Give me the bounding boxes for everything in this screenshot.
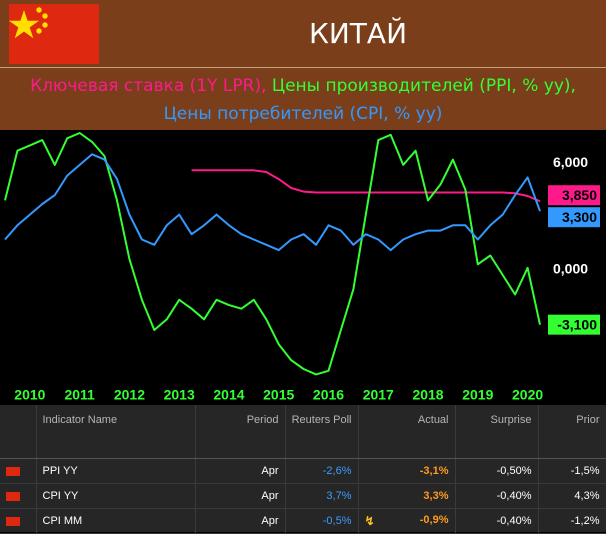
cell-text: -0,5% [322, 515, 352, 527]
table-cell: ↯ -0,9% [358, 508, 456, 534]
x-tick-label: 2012 [114, 387, 145, 403]
table-cell: -1,5% [538, 458, 606, 484]
flag-icon [6, 466, 20, 476]
cell-text: -0,50% [496, 465, 532, 477]
table-row: CPI MM Apr -0,5% ↯ -0,9% -0,40% -1,2% [0, 508, 606, 534]
x-tick-label: 2014 [213, 387, 244, 403]
series-line [4, 132, 541, 376]
legend: Ключевая ставка (1Y LPR), Цены производи… [0, 68, 606, 130]
header-cell: Indicator Name [36, 405, 196, 459]
flag [9, 4, 99, 64]
table-cell: 3,3% [358, 483, 456, 509]
cell-text: 3,3% [423, 490, 449, 502]
y-tick-label: 6,000 [553, 154, 588, 170]
table-cell: Apr [195, 483, 286, 509]
table-cell: Apr [195, 458, 286, 484]
x-tick-label: 2016 [313, 387, 344, 403]
legend-entry: Ключевая ставка (1Y LPR), [30, 76, 267, 96]
table-cell: PPI YY [36, 458, 196, 484]
header-cell: Surprise [455, 405, 539, 459]
header-cell: Actual [358, 405, 456, 459]
x-tick-label: 2013 [164, 387, 195, 403]
end-label: 3,850 [562, 187, 597, 203]
title: КИТАЙ [308, 17, 408, 50]
flag-cell [0, 508, 37, 534]
flag-icon [6, 516, 20, 526]
header-cell: Prior [538, 405, 606, 459]
cell-text: PPI YY [42, 465, 78, 477]
table-cell: 3,7% [285, 483, 359, 509]
table-cell: -0,5% [285, 508, 359, 534]
cell-text: -0,40% [496, 515, 532, 527]
x-tick-label: 2015 [263, 387, 294, 403]
series-line [4, 153, 541, 252]
header-cell: Reuters Poll [285, 405, 359, 459]
x-tick-label: 2018 [412, 387, 443, 403]
header-cell: Period [195, 405, 286, 459]
cell-text: 3,7% [326, 490, 352, 502]
flag-cell [0, 483, 37, 509]
chart: 2010 2011 2012 2013 2014 2015 2016 2017 2018 2019… [0, 130, 606, 405]
x-tick-label: 2019 [462, 387, 493, 403]
cell-text: -0,9% [419, 514, 449, 526]
end-label-box [548, 207, 600, 228]
table-cell: Apr [195, 508, 286, 534]
table-cell: -0,40% [455, 483, 539, 509]
table: Indicator Name Period Reuters Poll Actual Su… [0, 405, 606, 534]
cell-text: CPI YY [42, 490, 79, 502]
table-row: PPI YY Apr -2,6% -3,1% -0,50% -1,5% [0, 458, 606, 484]
cell-text: CPI MM [42, 515, 83, 527]
end-label: -3,100 [557, 316, 597, 332]
legend-entry: Цены потребителей (CPI, % yy) [163, 104, 443, 124]
cell-text: Apr [261, 515, 279, 527]
table-row: CPI YY Apr 3,7% 3,3% -0,40% 4,3% [0, 483, 606, 509]
y-tick-label: 0,000 [553, 260, 588, 276]
series-line [191, 169, 541, 203]
header: КИТАЙ [0, 0, 606, 68]
table-cell: -0,40% [455, 508, 539, 534]
x-tick-label: 2010 [14, 387, 45, 403]
x-tick-label: 2011 [64, 387, 95, 403]
table-cell: -1,2% [538, 508, 606, 534]
cell-text: 4,3% [574, 490, 600, 502]
flag-cell [0, 458, 37, 484]
cell-text: Apr [261, 465, 279, 477]
cell-text: -1,2% [570, 515, 600, 527]
x-tick-label: 2020 [512, 387, 543, 403]
cell-text: Apr [261, 490, 279, 502]
table-cell: 4,3% [538, 483, 606, 509]
surprise-icon: ↯ [364, 514, 375, 528]
table-cell: CPI YY [36, 483, 196, 509]
table-cell: -0,50% [455, 458, 539, 484]
table-cell: -3,1% [358, 458, 456, 484]
table-cell: CPI MM [36, 508, 196, 534]
cell-text: -1,5% [570, 465, 600, 477]
end-label-box [548, 185, 600, 206]
cell-text: -0,40% [496, 490, 532, 502]
legend-entry: Цены производителей (PPI, % yy), [271, 76, 576, 96]
header-cell [0, 405, 37, 459]
table-cell: -2,6% [285, 458, 359, 484]
cell-text: -3,1% [419, 465, 449, 477]
cell-text: -2,6% [322, 465, 352, 477]
flag-icon [6, 491, 20, 501]
end-label: 3,300 [562, 209, 597, 225]
x-tick-label: 2017 [363, 387, 394, 403]
end-label-box [548, 314, 600, 335]
indicator-table: Indicator Name Period Reuters Poll Actual Su… [0, 405, 606, 534]
